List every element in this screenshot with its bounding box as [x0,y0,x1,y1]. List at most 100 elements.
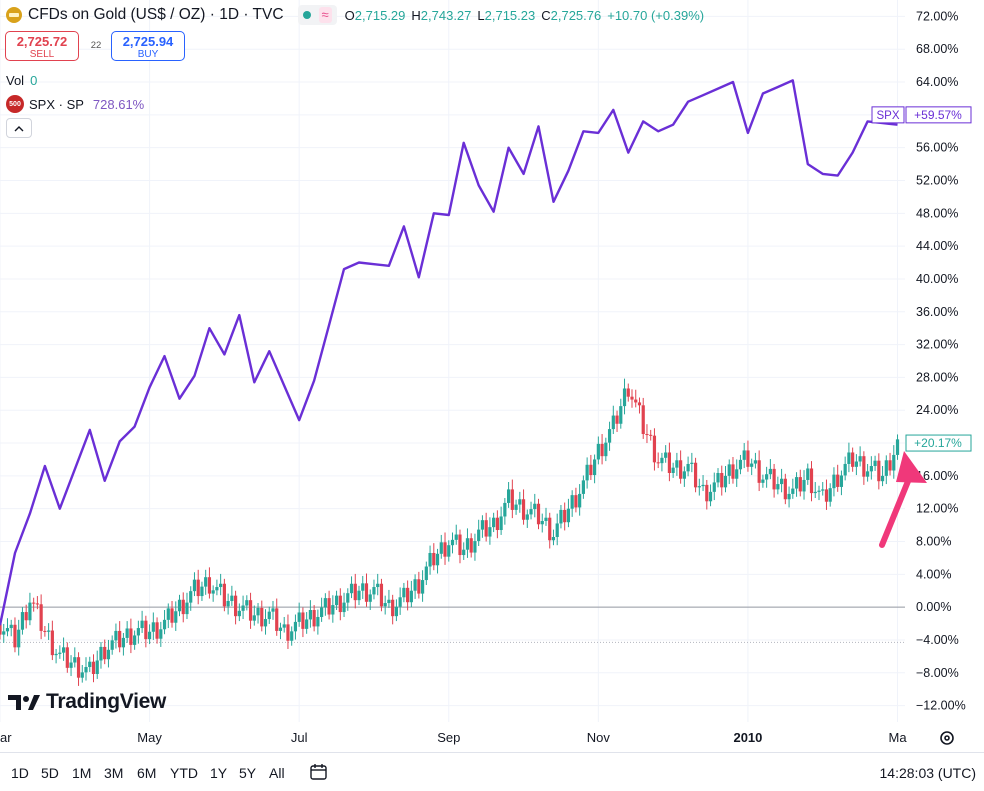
gold-candle [308,600,312,628]
gold-candle [765,466,769,488]
gold-candle [151,612,155,640]
gold-candle [159,621,163,647]
gold-candle [297,602,301,627]
gold-candle [189,586,193,611]
gold-candle [372,579,376,600]
y-axis[interactable]: 72.00%68.00%64.00%60.00%56.00%52.00%48.0… [916,9,966,712]
sell-button[interactable]: 2,725.72 SELL [5,31,79,61]
y-tick-label: −12.00% [916,699,966,713]
gold-candle [888,452,892,476]
gold-candle [742,443,746,469]
timeframe-1m[interactable]: 1M [72,765,92,781]
buy-button[interactable]: 2,725.94 BUY [111,31,185,61]
settings-gear-icon[interactable] [937,728,957,748]
symbol-title[interactable]: CFDs on Gold (US$ / OZ) · 1D · TVC [28,6,284,23]
gold-candle [290,626,294,646]
gold-candle [450,532,455,554]
gold-candle [256,603,260,624]
gold-candle [353,573,357,609]
x-tick-label: May [137,730,162,745]
gold-candle [230,585,234,606]
gold-candle [17,619,21,656]
gold-candle [641,397,645,439]
logo-text: TradingView [46,690,167,713]
price-tag: SPX +59.57% [871,106,972,124]
timeframe-6m[interactable]: 6M [137,765,157,781]
gold-candle [480,515,485,538]
spx-legend[interactable]: 500 SPX · SP 728.61% [6,95,144,113]
timeframe-5y[interactable]: 5Y [239,765,257,781]
tradingview-logo[interactable]: TradingView [8,690,166,714]
gold-candle [47,623,51,640]
gold-candle [28,592,32,626]
x-axis[interactable]: ar May Jul Sep Nov 2010 Ma [0,730,907,745]
y-tick-label: 8.00% [916,535,951,549]
gold-candle [99,642,103,669]
gold-candle [817,485,821,501]
spx-badge-icon: 500 [6,95,24,113]
y-tick-label: −4.00% [916,633,959,647]
timeframe-ytd[interactable]: YTD [170,765,198,781]
timeframe-3m[interactable]: 3M [104,765,124,781]
gold-candle [241,595,245,620]
gold-candle [342,592,346,617]
calendar-range-icon[interactable] [309,762,329,782]
gold-candle [637,397,642,414]
gold-candle [91,654,96,683]
gold-candle [806,463,810,485]
gold-candle [664,445,668,463]
gold-candle [607,421,612,451]
gold-candle [686,456,690,477]
y-tick-label: 72.00% [916,9,958,23]
gold-candle [473,533,477,561]
gold-candle [652,428,657,471]
gold-candle [746,440,750,472]
gold-candle [114,623,118,649]
gold-candle [233,590,238,625]
bottom-toolbar: 1D 5D 1M 3M 6M YTD 1Y 5Y All 14:28:03 (U… [0,752,984,791]
gold-candle [454,524,458,545]
timeframe-1d[interactable]: 1D [11,765,29,781]
gold-candle [843,456,847,481]
spx-line [0,79,898,626]
gold-candle [5,618,10,637]
gold-candle [555,513,559,546]
gold-candle [133,630,137,650]
volume-legend[interactable]: Vol 0 [6,73,38,88]
timeframe-1y[interactable]: 1Y [210,765,228,781]
collapse-legend-button[interactable] [6,118,32,138]
gold-candle [626,383,630,402]
timeframe-all[interactable]: All [269,765,285,781]
gold-candle [316,609,320,635]
gold-candle [574,487,578,513]
gold-candle [435,548,440,574]
gold-candle [536,498,541,530]
gold-candle [660,452,664,472]
gold-candle [271,600,275,620]
gold-candle [413,574,417,599]
gold-candle [181,592,185,623]
gold-candle [13,617,17,653]
gold-candle [245,595,249,611]
y-tick-label: 68.00% [916,42,958,56]
gold-candle [118,621,122,653]
timeframe-5d[interactable]: 5D [41,765,59,781]
gold-candle [693,457,698,493]
tv-logo-icon [8,695,40,710]
gold-candle [379,578,384,612]
price-tags: SPX +59.57% +20.17% [871,106,972,452]
clock-utc[interactable]: 14:28:03 (UTC) [879,765,976,781]
symbol-header[interactable]: CFDs on Gold (US$ / OZ) · 1D · TVC ≈ O2,… [6,4,704,26]
status-chip[interactable]: ≈ [297,5,337,25]
gold-candle [54,648,58,664]
gold-candle [851,447,855,472]
gold-candle [35,596,39,610]
gold-candle [836,464,840,492]
gold-symbol-icon [6,7,22,23]
gold-candle [293,614,298,640]
gold-candle [862,451,866,485]
gold-candle [43,626,47,637]
gold-candle [282,616,286,633]
gold-candle [207,567,212,599]
